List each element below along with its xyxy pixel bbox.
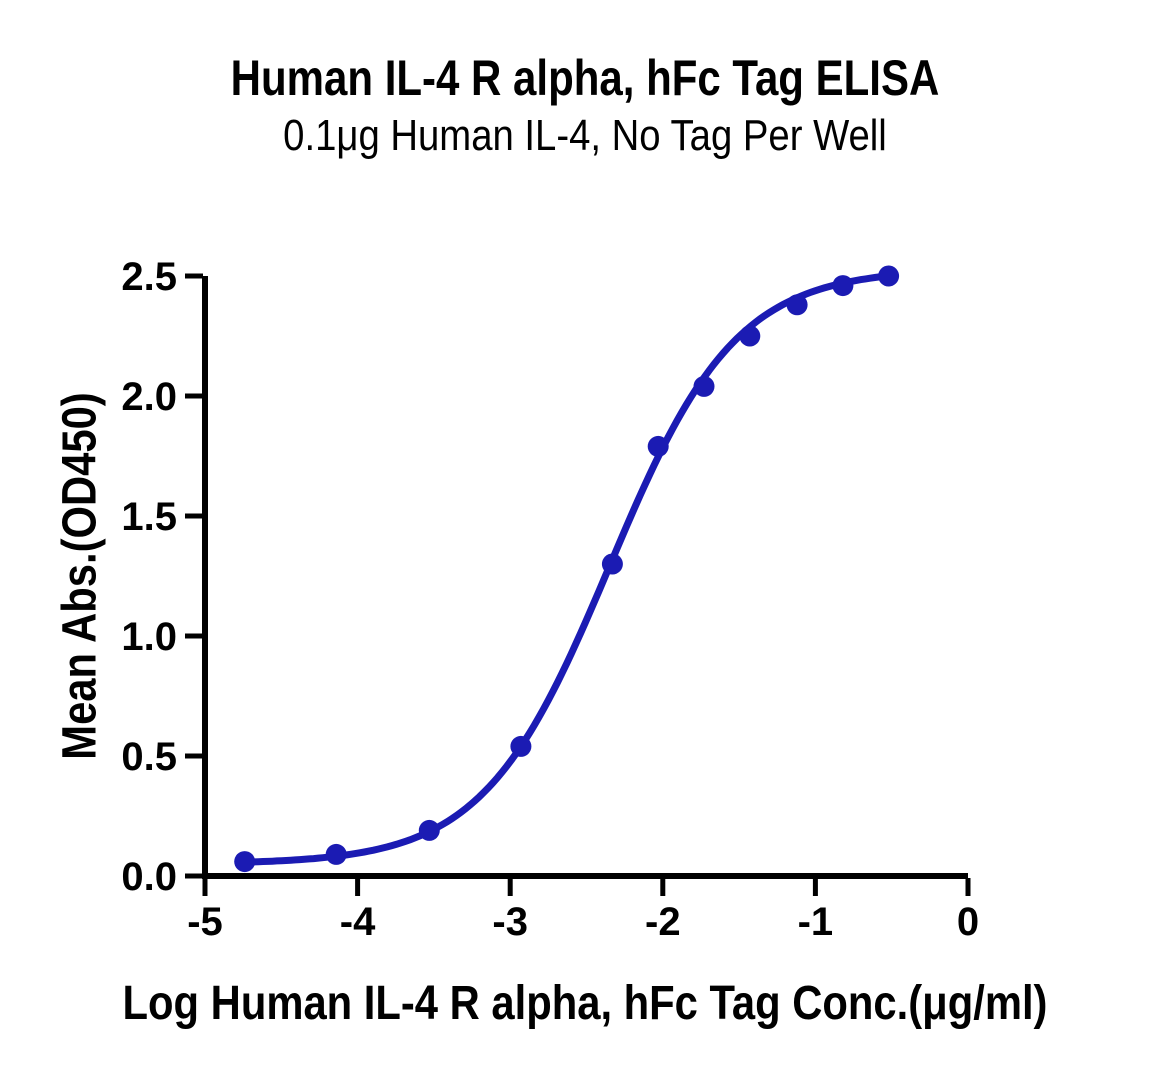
y-tick-label: 2.0 xyxy=(121,375,177,419)
data-point xyxy=(510,735,532,757)
x-tick-label: -3 xyxy=(492,900,528,944)
y-tick-label: 0.0 xyxy=(121,855,177,899)
x-axis-label: Log Human IL-4 R alpha, hFc Tag Conc.(μg… xyxy=(122,977,1048,1030)
data-point xyxy=(647,435,669,457)
data-point xyxy=(325,843,347,865)
data-point xyxy=(786,294,808,316)
x-tick-label: -4 xyxy=(340,900,376,944)
y-tick-label: 0.5 xyxy=(121,735,177,779)
data-point xyxy=(418,819,440,841)
data-point xyxy=(234,851,256,873)
x-tick-label: -2 xyxy=(645,900,681,944)
axes-frame xyxy=(202,276,968,879)
x-tick-label: 0 xyxy=(957,900,979,944)
data-point xyxy=(878,265,900,287)
fit-curve xyxy=(241,272,893,866)
y-tick-label: 2.5 xyxy=(121,255,177,299)
x-tick-label: -1 xyxy=(798,900,834,944)
data-point xyxy=(739,325,761,347)
chart-subtitle: 0.1μg Human IL-4, No Tag Per Well xyxy=(283,111,887,160)
data-point xyxy=(601,553,623,575)
data-point xyxy=(832,275,854,297)
chart-title: Human IL-4 R alpha, hFc Tag ELISA xyxy=(230,50,940,106)
y-tick-label: 1.5 xyxy=(121,495,177,539)
x-tick-label: -5 xyxy=(187,900,223,944)
y-tick-label: 1.0 xyxy=(121,615,177,659)
data-point xyxy=(693,375,715,397)
